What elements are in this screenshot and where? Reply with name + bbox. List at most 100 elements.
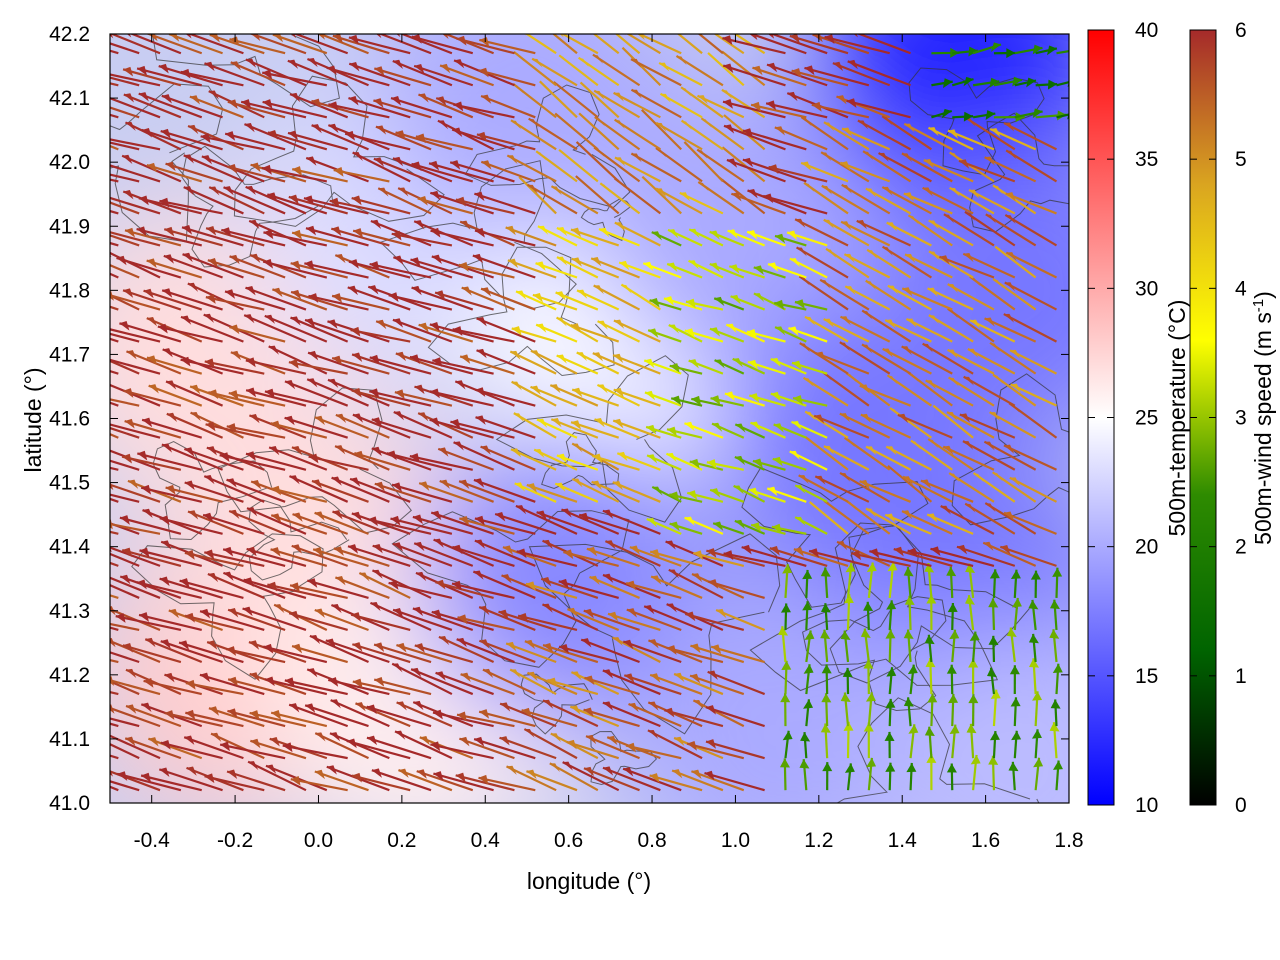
wind-vector — [314, 415, 369, 439]
wind-vector — [413, 63, 474, 87]
wind-vector — [943, 213, 995, 247]
wind-vector — [371, 569, 432, 599]
wind-vector — [626, 608, 682, 632]
wind-vector — [205, 294, 265, 311]
wind-vector — [348, 259, 411, 279]
wind-vector — [325, 638, 390, 664]
wind-vector — [946, 566, 957, 598]
wind-vector — [262, 69, 328, 87]
wind-vector — [554, 112, 599, 151]
wind-vector — [813, 414, 870, 439]
wind-vector — [949, 629, 960, 663]
wind-vector — [461, 286, 515, 311]
wind-vector — [262, 99, 328, 119]
wind-vector — [793, 547, 849, 567]
wind-vector — [117, 771, 182, 792]
wind-vector — [249, 710, 307, 728]
wind-vector — [272, 287, 328, 311]
wind-vector — [590, 257, 640, 279]
wind-vector — [985, 213, 1037, 247]
wind-vector — [179, 578, 244, 599]
wind-vector — [789, 257, 828, 279]
wind-vector — [734, 519, 766, 535]
wind-vector — [526, 183, 578, 215]
wind-vector — [903, 629, 914, 663]
wind-vector — [110, 201, 140, 215]
wind-vector — [451, 580, 515, 600]
wind-vector — [923, 159, 974, 183]
wind-vector — [884, 513, 932, 535]
wind-vector — [942, 445, 995, 471]
wind-vector — [847, 59, 911, 87]
wind-vector — [168, 608, 223, 632]
wind-vector — [823, 445, 870, 471]
wind-vector — [966, 723, 977, 759]
wind-vector — [924, 634, 935, 663]
wind-vector — [202, 512, 265, 535]
wind-vector — [575, 141, 620, 183]
wind-vector — [666, 426, 703, 439]
wind-vector — [820, 603, 831, 631]
wind-vector — [351, 352, 411, 375]
wind-vector — [449, 160, 515, 183]
wind-vector — [636, 34, 682, 55]
wind-vector — [245, 451, 307, 471]
wind-vector — [354, 450, 411, 471]
colorbar-tick-label: 0 — [1235, 794, 1247, 817]
wind-vector — [796, 246, 849, 279]
wind-vector — [474, 227, 536, 247]
wind-vector — [580, 638, 640, 664]
wind-vector — [478, 67, 536, 87]
wind-vector — [208, 389, 265, 407]
wind-vector — [861, 309, 912, 343]
wind-vector — [392, 542, 453, 567]
wind-vector — [594, 116, 641, 151]
wind-vector — [439, 479, 494, 503]
wind-vector — [928, 219, 974, 247]
wind-vector — [558, 578, 619, 599]
wind-vector — [705, 705, 765, 728]
wind-vector — [725, 323, 766, 343]
wind-vector — [706, 548, 765, 567]
wind-vector — [183, 447, 244, 471]
wind-vector — [110, 704, 161, 728]
wind-vector — [808, 548, 870, 567]
wind-vector — [347, 544, 411, 567]
wind-vector — [122, 288, 182, 311]
wind-vector — [410, 667, 474, 696]
wind-vector — [667, 228, 703, 247]
wind-vector — [927, 438, 974, 471]
wind-vector — [709, 230, 745, 247]
wind-vector — [391, 482, 453, 503]
wind-vector — [138, 92, 203, 119]
wind-vector — [352, 642, 411, 664]
wind-vector — [988, 598, 999, 631]
wind-vector — [207, 572, 265, 599]
wind-vector — [388, 292, 453, 311]
wind-vector — [584, 675, 640, 696]
wind-vector — [532, 292, 578, 311]
wind-vector — [897, 413, 953, 439]
wind-vector — [903, 566, 914, 599]
wind-vector — [160, 639, 223, 664]
wind-vector — [803, 181, 849, 215]
wind-vector — [429, 417, 494, 439]
wind-vector — [348, 61, 411, 87]
wind-vector — [528, 117, 578, 151]
wind-vector — [965, 563, 976, 599]
wind-vector — [642, 261, 682, 279]
wind-vector — [499, 736, 557, 760]
x-tick-label: 0.2 — [387, 829, 416, 852]
wind-vector — [535, 261, 578, 279]
wind-vector — [393, 255, 453, 279]
wind-vector — [728, 264, 765, 279]
x-tick-label: -0.4 — [134, 829, 171, 852]
wind-vector — [571, 257, 620, 279]
wind-vector — [643, 358, 682, 375]
wind-vector — [125, 704, 182, 728]
wind-vector — [394, 389, 453, 407]
wind-vector — [814, 475, 870, 503]
wind-vector — [371, 446, 432, 471]
wind-vector — [791, 360, 828, 375]
wind-vector — [304, 260, 369, 279]
